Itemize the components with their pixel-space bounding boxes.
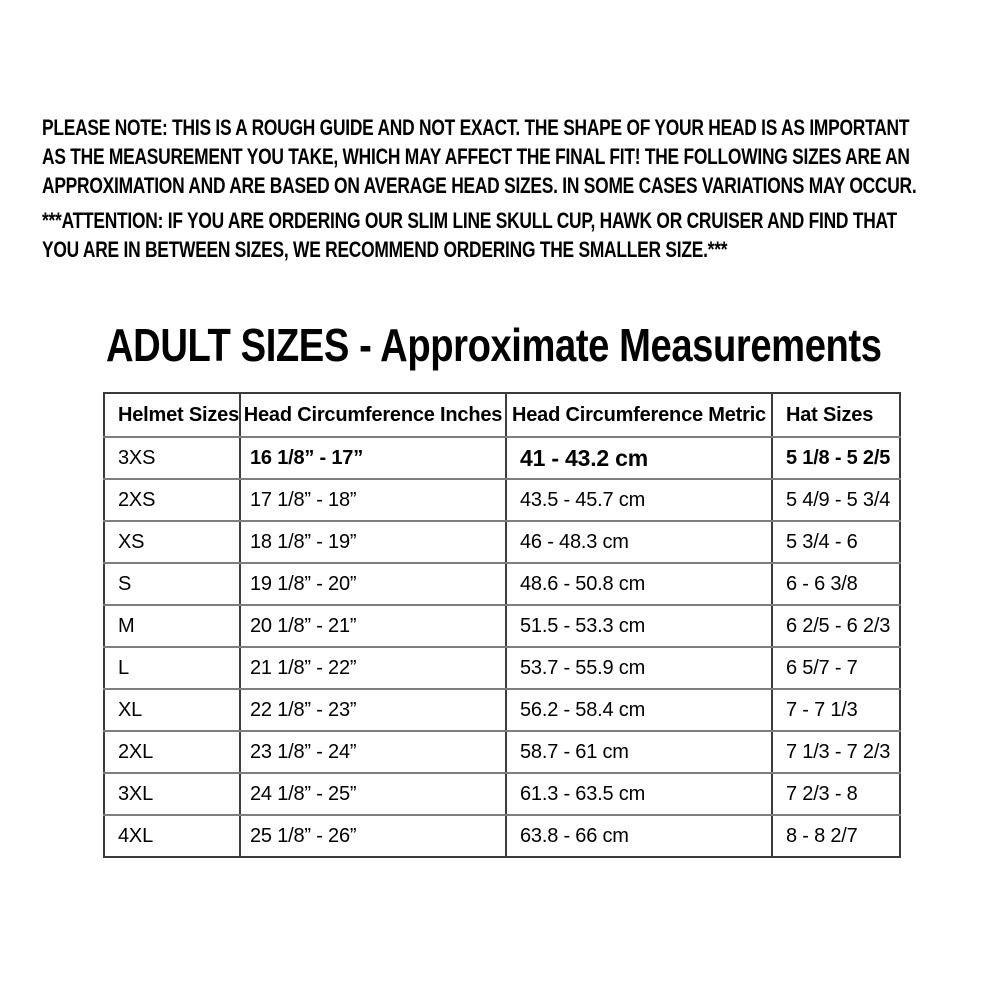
note-line: AS THE MEASUREMENT YOU TAKE, WHICH MAY A… [42, 144, 910, 169]
hat-size-cell: 6 - 6 3/8 [771, 562, 901, 606]
note-line: PLEASE NOTE: THIS IS A ROUGH GUIDE AND N… [42, 115, 910, 140]
table-body: 3XS 16 1/8” - 17” 41 - 43.2 cm 5 1/8 - 5… [103, 436, 901, 858]
table-row: 3XS 16 1/8” - 17” 41 - 43.2 cm 5 1/8 - 5… [103, 436, 901, 480]
helmet-size-cell: XS [103, 520, 241, 564]
page-title: ADULT SIZES - Approximate Measurements [106, 319, 882, 371]
helmet-size-cell: 3XS [103, 436, 241, 480]
column-header-head-circumference-metric: Head Circumference Metric [505, 392, 773, 438]
inches-cell: 24 1/8” - 25” [239, 772, 507, 816]
metric-cell: 53.7 - 55.9 cm [505, 646, 773, 690]
helmet-size-cell: 4XL [103, 814, 241, 858]
helmet-size-cell: XL [103, 688, 241, 732]
helmet-size-cell: 2XL [103, 730, 241, 774]
metric-cell: 58.7 - 61 cm [505, 730, 773, 774]
inches-cell: 20 1/8” - 21” [239, 604, 507, 648]
hat-size-cell: 6 2/5 - 6 2/3 [771, 604, 901, 648]
column-header-hat-sizes: Hat Sizes [771, 392, 901, 438]
column-header-head-circumference-inches: Head Circumference Inches [239, 392, 507, 438]
hat-size-cell: 6 5/7 - 7 [771, 646, 901, 690]
metric-cell: 41 - 43.2 cm [505, 436, 773, 480]
size-table: Helmet Sizes Head Circumference Inches H… [103, 392, 901, 858]
inches-cell: 18 1/8” - 19” [239, 520, 507, 564]
inches-cell: 25 1/8” - 26” [239, 814, 507, 858]
metric-cell: 48.6 - 50.8 cm [505, 562, 773, 606]
note-line: APPROXIMATION AND ARE BASED ON AVERAGE H… [42, 173, 917, 198]
hat-size-cell: 8 - 8 2/7 [771, 814, 901, 858]
table-row: XS 18 1/8” - 19” 46 - 48.3 cm 5 3/4 - 6 [103, 520, 901, 564]
table-row: 2XS 17 1/8” - 18” 43.5 - 45.7 cm 5 4/9 -… [103, 478, 901, 522]
note-paragraph: PLEASE NOTE: THIS IS A ROUGH GUIDE AND N… [42, 113, 917, 200]
inches-cell: 22 1/8” - 23” [239, 688, 507, 732]
metric-cell: 61.3 - 63.5 cm [505, 772, 773, 816]
metric-cell: 51.5 - 53.3 cm [505, 604, 773, 648]
metric-cell: 46 - 48.3 cm [505, 520, 773, 564]
hat-size-cell: 5 1/8 - 5 2/5 [771, 436, 901, 480]
table-row: 2XL 23 1/8” - 24” 58.7 - 61 cm 7 1/3 - 7… [103, 730, 901, 774]
hat-size-cell: 7 1/3 - 7 2/3 [771, 730, 901, 774]
table-row: S 19 1/8” - 20” 48.6 - 50.8 cm 6 - 6 3/8 [103, 562, 901, 606]
table-row: M 20 1/8” - 21” 51.5 - 53.3 cm 6 2/5 - 6… [103, 604, 901, 648]
attention-line: YOU ARE IN BETWEEN SIZES, WE RECOMMEND O… [42, 237, 728, 262]
inches-cell: 17 1/8” - 18” [239, 478, 507, 522]
table-header-row: Helmet Sizes Head Circumference Inches H… [103, 392, 901, 438]
helmet-size-cell: L [103, 646, 241, 690]
inches-cell: 19 1/8” - 20” [239, 562, 507, 606]
column-header-helmet-sizes: Helmet Sizes [103, 392, 241, 438]
table-row: L 21 1/8” - 22” 53.7 - 55.9 cm 6 5/7 - 7 [103, 646, 901, 690]
hat-size-cell: 5 4/9 - 5 3/4 [771, 478, 901, 522]
hat-size-cell: 7 2/3 - 8 [771, 772, 901, 816]
helmet-size-cell: S [103, 562, 241, 606]
table-row: 3XL 24 1/8” - 25” 61.3 - 63.5 cm 7 2/3 -… [103, 772, 901, 816]
metric-cell: 63.8 - 66 cm [505, 814, 773, 858]
inches-cell: 21 1/8” - 22” [239, 646, 507, 690]
inches-cell: 23 1/8” - 24” [239, 730, 507, 774]
hat-size-cell: 7 - 7 1/3 [771, 688, 901, 732]
inches-cell: 16 1/8” - 17” [239, 436, 507, 480]
attention-line: ***ATTENTION: IF YOU ARE ORDERING OUR SL… [42, 208, 897, 233]
table-row: 4XL 25 1/8” - 26” 63.8 - 66 cm 8 - 8 2/7 [103, 814, 901, 858]
helmet-size-cell: M [103, 604, 241, 648]
metric-cell: 43.5 - 45.7 cm [505, 478, 773, 522]
helmet-size-cell: 3XL [103, 772, 241, 816]
hat-size-cell: 5 3/4 - 6 [771, 520, 901, 564]
helmet-size-cell: 2XS [103, 478, 241, 522]
metric-cell: 56.2 - 58.4 cm [505, 688, 773, 732]
table-row: XL 22 1/8” - 23” 56.2 - 58.4 cm 7 - 7 1/… [103, 688, 901, 732]
attention-paragraph: ***ATTENTION: IF YOU ARE ORDERING OUR SL… [42, 206, 897, 264]
